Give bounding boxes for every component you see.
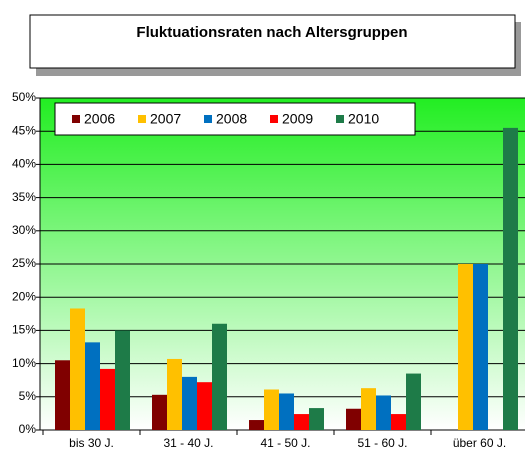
chart-title: Fluktuationsraten nach Altersgruppen bbox=[136, 24, 407, 41]
x-tick-label: bis 30 J. bbox=[69, 436, 114, 450]
y-tick-label: 15% bbox=[12, 323, 36, 337]
bar bbox=[100, 368, 115, 430]
bar bbox=[197, 382, 212, 430]
bar bbox=[85, 342, 100, 430]
bar bbox=[309, 408, 324, 430]
bar bbox=[361, 388, 376, 430]
legend-label: 2009 bbox=[282, 111, 313, 127]
legend-swatch bbox=[336, 115, 344, 123]
x-tick-label: über 60 J. bbox=[453, 436, 506, 450]
y-tick-label: 10% bbox=[12, 356, 36, 370]
legend-swatch bbox=[138, 115, 146, 123]
y-tick-label: 0% bbox=[19, 422, 37, 436]
legend-label: 2007 bbox=[150, 111, 181, 127]
bar bbox=[249, 420, 264, 430]
bar bbox=[55, 360, 70, 430]
bar bbox=[152, 394, 167, 430]
y-tick-label: 5% bbox=[19, 389, 37, 403]
x-tick-label: 51 - 60 J. bbox=[357, 436, 407, 450]
legend-label: 2010 bbox=[348, 111, 379, 127]
bar bbox=[458, 264, 473, 430]
y-tick-label: 50% bbox=[12, 90, 36, 104]
bar bbox=[115, 330, 130, 430]
y-tick-label: 35% bbox=[12, 190, 36, 204]
bar bbox=[503, 127, 518, 430]
y-tick-label: 45% bbox=[12, 123, 36, 137]
legend-label: 2006 bbox=[84, 111, 115, 127]
bar bbox=[70, 308, 85, 430]
bar bbox=[473, 264, 488, 430]
title-box bbox=[29, 14, 516, 69]
bar bbox=[279, 393, 294, 430]
legend-swatch bbox=[204, 115, 212, 123]
bar bbox=[182, 376, 197, 430]
y-tick-label: 25% bbox=[12, 256, 36, 270]
bar bbox=[391, 414, 406, 430]
bar bbox=[167, 358, 182, 430]
bar bbox=[264, 389, 279, 430]
legend-swatch bbox=[270, 115, 278, 123]
bar bbox=[212, 323, 227, 430]
legend-label: 2008 bbox=[216, 111, 247, 127]
x-tick-label: 41 - 50 J. bbox=[260, 436, 310, 450]
x-tick-label: 31 - 40 J. bbox=[163, 436, 213, 450]
bar bbox=[376, 395, 391, 430]
legend-box bbox=[54, 102, 416, 136]
bar bbox=[294, 414, 309, 430]
bar bbox=[406, 373, 421, 430]
bar bbox=[346, 408, 361, 430]
legend-swatch bbox=[72, 115, 80, 123]
y-tick-label: 30% bbox=[12, 223, 36, 237]
y-tick-label: 20% bbox=[12, 289, 36, 303]
y-tick-label: 40% bbox=[12, 157, 36, 171]
